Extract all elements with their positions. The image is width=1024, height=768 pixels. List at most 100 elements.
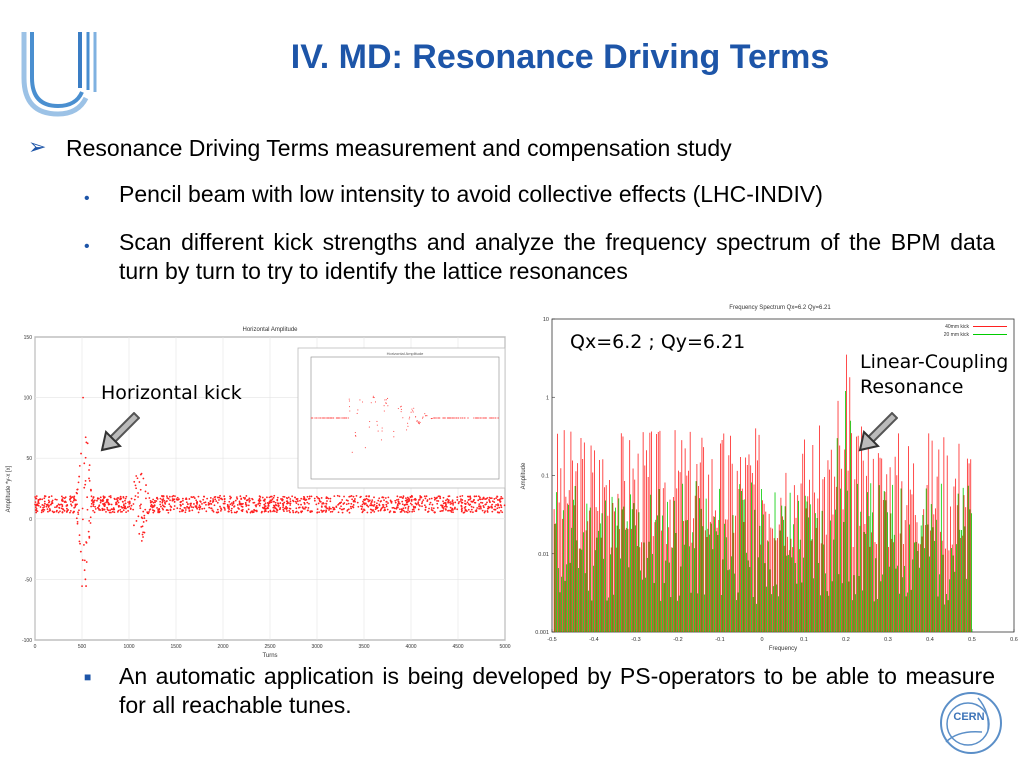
data-point	[369, 504, 372, 507]
inset-point	[318, 417, 320, 419]
inset-point	[381, 427, 383, 429]
data-point	[128, 505, 131, 508]
data-point	[232, 502, 235, 505]
x-tick-label: 0	[34, 644, 37, 650]
data-point	[297, 503, 300, 506]
data-point	[57, 511, 60, 514]
data-point	[192, 506, 195, 509]
data-point	[111, 510, 114, 513]
inset-point	[406, 429, 408, 431]
data-point	[336, 494, 339, 497]
data-point	[87, 530, 90, 533]
inset-point	[473, 417, 475, 419]
data-point	[262, 499, 265, 502]
data-point	[236, 504, 239, 506]
data-point	[452, 511, 454, 514]
data-point	[405, 499, 408, 502]
data-point	[329, 500, 332, 503]
data-point	[188, 510, 191, 512]
data-point	[108, 503, 111, 506]
inset-point	[368, 426, 370, 428]
data-point	[285, 497, 288, 499]
data-point	[411, 508, 414, 511]
data-point	[198, 508, 201, 511]
data-point	[77, 481, 80, 484]
data-point	[125, 511, 128, 514]
data-point	[291, 495, 294, 498]
data-point	[227, 510, 230, 513]
data-point	[404, 507, 407, 509]
data-point	[91, 498, 94, 501]
data-point	[431, 503, 434, 506]
data-point	[43, 508, 46, 511]
data-point	[497, 504, 499, 507]
data-point	[360, 505, 362, 508]
square-bullet-icon: ■	[84, 670, 92, 684]
data-point	[175, 498, 178, 501]
data-point	[69, 511, 71, 514]
data-point	[460, 498, 462, 501]
data-point	[171, 495, 174, 498]
data-point	[55, 498, 58, 501]
data-point	[40, 511, 43, 514]
data-point	[273, 510, 276, 513]
horizontal-amplitude-chart: Horizontal Amplitude 0 500 1000 1500 2000 250…	[0, 314, 515, 659]
data-point	[315, 503, 318, 506]
data-point	[402, 496, 405, 499]
x-tick-label: -0.1	[715, 637, 724, 643]
data-point	[253, 509, 256, 512]
data-point	[197, 495, 200, 498]
data-point	[393, 507, 396, 510]
data-point	[35, 509, 38, 512]
inset-point	[408, 418, 410, 420]
data-point	[276, 499, 279, 502]
legend-entry-20mm: 20 mm kick	[944, 332, 970, 338]
data-point	[424, 497, 427, 500]
inset-point	[407, 422, 409, 424]
inset-point	[495, 417, 497, 419]
data-point	[319, 500, 322, 503]
data-point	[34, 496, 36, 498]
data-point	[258, 502, 261, 504]
inset-point	[400, 405, 402, 407]
data-point	[270, 501, 273, 504]
data-point	[191, 496, 194, 499]
data-point	[357, 505, 360, 508]
inset-point	[320, 417, 322, 419]
inset-point	[381, 430, 383, 432]
data-point	[473, 495, 476, 498]
data-point	[491, 510, 494, 513]
data-point	[255, 504, 258, 506]
data-point	[119, 508, 122, 511]
data-point	[106, 498, 109, 501]
data-point	[306, 495, 309, 498]
data-point	[83, 544, 85, 546]
data-point	[411, 503, 413, 506]
data-point	[98, 504, 101, 507]
data-point	[303, 507, 306, 510]
data-point	[47, 499, 50, 502]
data-point	[481, 509, 484, 512]
data-point	[88, 519, 91, 522]
data-point	[54, 498, 57, 501]
data-point	[477, 499, 480, 502]
inset-point	[310, 417, 313, 419]
data-point	[452, 503, 455, 506]
data-point	[469, 495, 472, 498]
data-point	[423, 504, 426, 507]
data-point	[407, 507, 410, 510]
data-point	[43, 504, 45, 507]
data-point	[96, 499, 98, 502]
data-point	[42, 506, 44, 509]
inset-point	[425, 415, 427, 417]
inset-point	[430, 418, 432, 420]
data-point	[145, 519, 148, 522]
data-point	[224, 509, 226, 511]
data-point	[191, 509, 194, 512]
data-point	[270, 499, 273, 502]
data-point	[297, 511, 300, 514]
y-tick-label: 0	[29, 517, 32, 523]
data-point	[387, 502, 389, 504]
data-point	[380, 508, 382, 511]
inset-point	[492, 417, 495, 419]
